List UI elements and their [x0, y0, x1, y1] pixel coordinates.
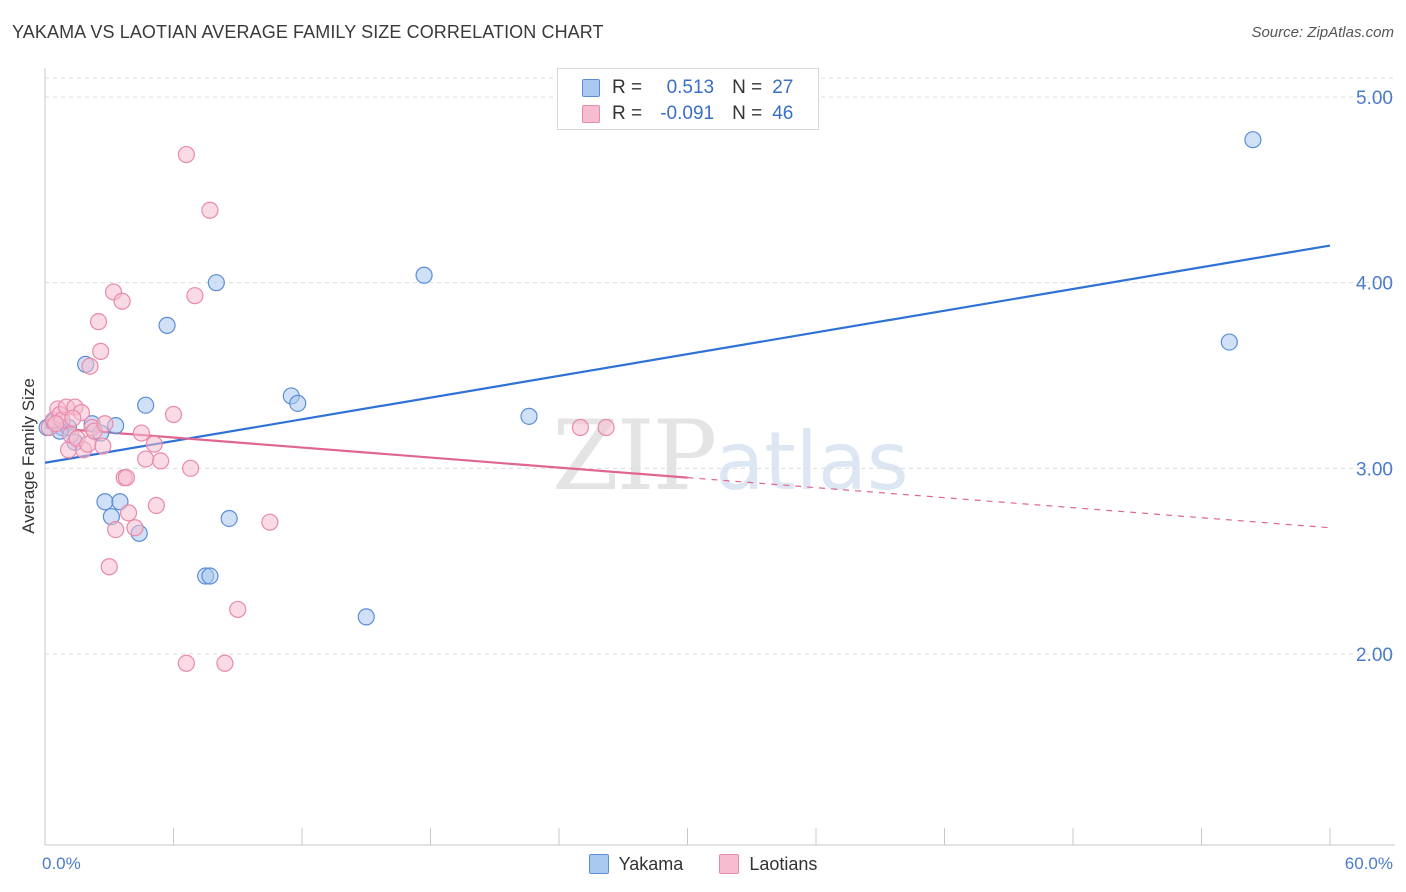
laotians-point: [164, 405, 183, 424]
legend-item-yakama[interactable]: Yakama: [588, 853, 684, 875]
legend-row-yakama: R = 0.513 N = 27: [582, 77, 793, 99]
yakama-point: [96, 493, 114, 511]
laotians-point: [177, 145, 195, 164]
source-label: Source: ZipAtlas.com: [1251, 24, 1394, 41]
series-legend: Yakama Laotians: [0, 852, 1406, 876]
laotians-point: [81, 357, 99, 375]
correlation-legend: R = 0.513 N = 27 R = -0.091 N = 46: [557, 68, 819, 130]
laotians-point: [597, 418, 615, 437]
point-layer: [38, 131, 1262, 672]
laotians-trendline: [44, 426, 688, 479]
legend-row-laotians: R = -0.091 N = 46: [582, 103, 793, 125]
yakama-trendline: [44, 244, 1331, 464]
laotians-point: [145, 435, 163, 453]
legend-item-laotians[interactable]: Laotians: [719, 854, 817, 875]
laotians-point: [94, 437, 112, 455]
yakama-point: [158, 316, 176, 334]
x-tick-label: 0.0%: [42, 854, 81, 873]
laotians-point: [96, 415, 114, 433]
laotians-point: [132, 424, 150, 442]
yakama-legend-swatch: [588, 854, 609, 874]
yakama-point: [1244, 131, 1262, 149]
laotians-point: [113, 292, 131, 310]
legend-n-value: 27: [772, 77, 794, 98]
axis-layer: [44, 68, 1395, 846]
y-axis-title: Average Family Size: [19, 378, 38, 534]
legend-label-yakama: Yakama: [618, 853, 684, 874]
label-layer: 2.00 3.00 4.00 5.00 0.0% 60.0% Average Family …: [19, 88, 1393, 873]
laotians-point: [137, 450, 155, 468]
laotians-trendline-extrapolated: [687, 477, 1331, 529]
laotians-point: [92, 342, 110, 360]
chart-title: YAKAMA VS LAOTIAN AVERAGE FAMILY SIZE CO…: [12, 22, 604, 42]
laotians-point: [182, 459, 200, 477]
legend-r-value: -0.091: [660, 103, 715, 124]
watermark-zip: ZIP: [552, 400, 717, 512]
legend-n-label: N =: [732, 103, 763, 124]
laotians-legend-swatch: [719, 854, 740, 874]
laotians-point: [64, 409, 82, 427]
laotians-point: [186, 287, 204, 305]
legend-r-label: R =: [612, 77, 643, 98]
yakama-point: [520, 407, 538, 425]
laotians-point: [229, 600, 247, 619]
yakama-point: [207, 274, 225, 292]
laotians-point: [100, 558, 118, 576]
laotians-point: [107, 521, 125, 539]
watermark: ZIPatlas: [552, 400, 909, 512]
laotians-point: [126, 519, 144, 537]
legend-r-value: 0.513: [666, 77, 715, 98]
legend-r-label: R =: [612, 103, 643, 124]
yakama-swatch: [582, 79, 600, 97]
watermark-atlas: atlas: [715, 415, 909, 508]
laotians-point: [571, 418, 590, 437]
yakama-point: [1220, 333, 1238, 351]
laotians-point: [261, 513, 279, 531]
yakama-point: [137, 396, 155, 414]
laotians-swatch: [582, 105, 600, 123]
yakama-point: [289, 394, 307, 412]
legend-n-label: N =: [732, 77, 763, 98]
laotians-point: [177, 654, 195, 672]
yakama-point: [357, 608, 375, 626]
laotians-point: [152, 452, 170, 470]
laotians-point: [89, 313, 108, 331]
yakama-point: [201, 567, 219, 585]
grid-layer: [45, 77, 1395, 655]
laotians-point: [147, 496, 165, 515]
x-tick-label: 60.0%: [1345, 854, 1393, 873]
trend-layer: [44, 244, 1331, 529]
laotians-point: [117, 469, 135, 487]
yakama-point: [415, 266, 433, 284]
legend-n-value: 46: [772, 103, 794, 124]
laotians-point: [119, 504, 138, 522]
legend-label-laotians: Laotians: [749, 853, 818, 874]
laotians-point: [201, 201, 219, 219]
y-tick-label: 4.00: [1356, 274, 1393, 295]
y-tick-label: 5.00: [1356, 88, 1393, 109]
y-tick-label: 2.00: [1356, 645, 1393, 666]
y-tick-label: 3.00: [1356, 459, 1393, 480]
laotians-point: [216, 654, 234, 672]
yakama-point: [220, 509, 238, 528]
laotians-point: [47, 415, 65, 433]
